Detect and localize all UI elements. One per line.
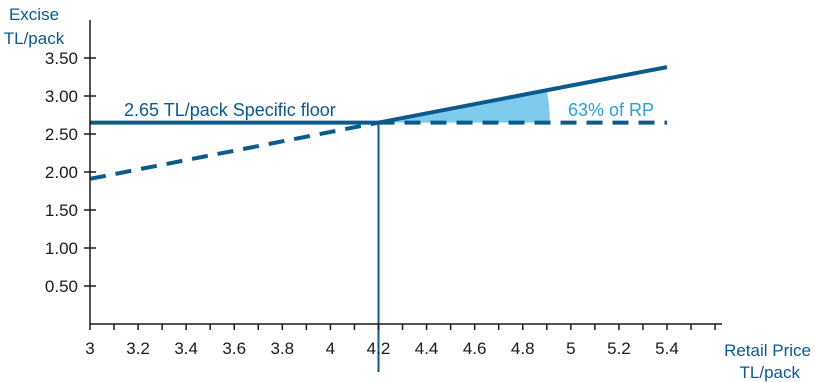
ad-valorem-rate-annotation: 63% of RP xyxy=(568,100,654,120)
y-tick-label: 3.00 xyxy=(45,87,78,106)
ad-valorem-solid-line xyxy=(378,65,668,125)
y-tick-label: 3.50 xyxy=(45,49,78,68)
x-tick-label: 5.2 xyxy=(607,339,631,358)
x-tick-label: 3.2 xyxy=(126,339,150,358)
x-axis-title-line1: Retail Price xyxy=(724,341,811,360)
y-tick-label: 2.00 xyxy=(45,163,78,182)
x-tick-label: 4.6 xyxy=(463,339,487,358)
x-tick-label: 4.4 xyxy=(415,339,439,358)
x-tick-label: 4 xyxy=(326,339,335,358)
y-tick-label: 0.50 xyxy=(45,277,78,296)
y-tick-label: 1.50 xyxy=(45,201,78,220)
y-axis-title-line1: Excise xyxy=(9,5,59,24)
ad-valorem-dashed-line xyxy=(89,120,379,181)
y-tick-label: 2.50 xyxy=(45,125,78,144)
x-tick-label: 4.2 xyxy=(367,339,391,358)
y-axis-title-line2: TL/pack xyxy=(4,29,65,48)
x-tick-label: 3.8 xyxy=(271,339,295,358)
specific-floor-annotation: 2.65 TL/pack Specific floor xyxy=(124,100,336,120)
x-tick-label: 3.6 xyxy=(222,339,246,358)
x-tick-label: 5 xyxy=(566,339,575,358)
x-axis-title-line2: TL/pack xyxy=(740,363,801,382)
x-tick-label: 5.4 xyxy=(655,339,679,358)
y-tick-label: 1.00 xyxy=(45,239,78,258)
x-tick-label: 3.4 xyxy=(174,339,198,358)
x-tick-label: 3 xyxy=(85,339,94,358)
x-tick-label: 4.8 xyxy=(511,339,535,358)
